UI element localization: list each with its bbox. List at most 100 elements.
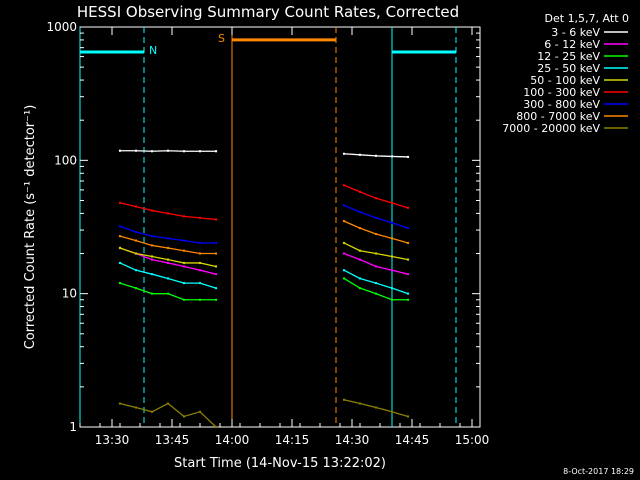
footer-date: 8-Oct-2017 18:29 — [563, 467, 634, 476]
legend-label-8: 7000 - 20000 keV — [502, 122, 600, 135]
series-8-line-0 — [119, 402, 217, 428]
series-3-point-3 — [166, 277, 170, 280]
series-6-point-1 — [134, 230, 138, 234]
series-7-point-8 — [358, 226, 362, 230]
series-5-point-0 — [118, 201, 122, 205]
series-6-point-2 — [150, 234, 154, 238]
series-6-point-9 — [374, 216, 378, 220]
series-2-point-7 — [342, 277, 346, 280]
series-3-point-0 — [118, 261, 122, 265]
chart-title: HESSI Observing Summary Count Rates, Cor… — [77, 3, 459, 21]
x-tick-label-3: 14:15 — [275, 433, 310, 447]
series-4-point-4 — [182, 261, 186, 265]
series-5-point-3 — [166, 212, 170, 215]
series-0-point-0 — [118, 149, 122, 152]
legend-header: Det 1,5,7, Att 0 — [545, 12, 629, 25]
series-1-point-11 — [406, 272, 410, 276]
series-4-point-5 — [198, 261, 202, 265]
series-4-point-8 — [358, 249, 362, 252]
series-8-point-3 — [166, 402, 170, 405]
series-1-point-3 — [166, 261, 170, 265]
flag-label-S: S — [218, 32, 225, 45]
axes-layer: 13:30 13:45 14:00 14:15 14:30 14:45 15:00 1 10 10… — [46, 20, 489, 447]
series-1-point-8 — [358, 258, 362, 261]
series-5-line-0 — [119, 202, 217, 221]
series-3-point-10 — [390, 286, 394, 290]
series-1-point-2 — [150, 258, 154, 261]
series-8-point-4 — [182, 415, 186, 418]
series-1-line-1 — [343, 252, 409, 275]
series-1-point-10 — [390, 268, 394, 272]
series-3-point-8 — [358, 277, 362, 280]
series-0-point-2 — [150, 150, 154, 153]
series-4-point-6 — [214, 265, 218, 268]
series-6-point-3 — [166, 237, 170, 240]
y-tick-label-2: 100 — [54, 153, 77, 167]
series-2-point-5 — [198, 298, 202, 301]
series-2-point-11 — [406, 298, 410, 301]
series-6 — [118, 204, 410, 245]
series-2-point-10 — [390, 298, 394, 301]
series-5-line-1 — [343, 184, 409, 209]
series-0-point-3 — [166, 149, 170, 152]
series-5-point-7 — [342, 184, 346, 187]
x-tick-label-2: 14:00 — [215, 433, 250, 447]
series-2-point-8 — [358, 286, 362, 290]
series-8-point-2 — [150, 410, 154, 414]
series-7-point-10 — [390, 237, 394, 240]
series-7-point-11 — [406, 241, 410, 245]
series-1-point-7 — [342, 252, 346, 255]
series-5-point-6 — [214, 218, 218, 221]
series-2-line-1 — [343, 277, 408, 301]
series-7-point-4 — [182, 249, 186, 252]
series-6-point-0 — [118, 225, 122, 228]
series-5-point-1 — [134, 205, 138, 208]
series-3-point-7 — [342, 268, 346, 272]
series-8-point-11 — [406, 415, 410, 418]
series-8-point-8 — [358, 402, 362, 405]
legend-label-2: 12 - 25 keV — [537, 50, 600, 63]
series-8 — [118, 398, 410, 429]
series-3-point-11 — [406, 292, 410, 295]
series-8-point-0 — [118, 402, 122, 405]
series-5-point-11 — [406, 206, 410, 210]
series-3-line-0 — [119, 262, 217, 289]
series-1-point-6 — [214, 272, 218, 276]
series-3-point-6 — [214, 286, 218, 290]
x-tick-label-0: 13:30 — [95, 433, 130, 447]
series-7-point-0 — [118, 234, 122, 238]
series-4-point-9 — [374, 252, 378, 255]
series-6-point-5 — [198, 241, 202, 245]
x-tick-label-5: 14:45 — [395, 433, 430, 447]
series-4-point-10 — [390, 255, 394, 258]
series-6-point-7 — [342, 204, 346, 207]
legend-label-1: 6 - 12 keV — [544, 38, 600, 51]
x-tick-label-1: 13:45 — [155, 433, 190, 447]
series-7-point-9 — [374, 232, 378, 236]
series-1-line-0 — [119, 247, 217, 275]
y-axis-label: Corrected Count Rate (s⁻¹ detector⁻¹) — [23, 105, 38, 350]
series-8-point-5 — [198, 410, 202, 414]
series-8-point-10 — [390, 410, 394, 414]
series-5-point-2 — [150, 209, 154, 212]
series-3-point-2 — [150, 272, 154, 276]
plot-area — [79, 26, 481, 428]
legend-label-7: 800 - 7000 keV — [516, 110, 600, 123]
series-2-point-6 — [214, 298, 218, 301]
series-0-point-7 — [342, 152, 346, 155]
series-7-point-7 — [342, 219, 346, 223]
series-0-point-5 — [198, 150, 202, 153]
series-7-point-1 — [134, 239, 138, 242]
series-0-point-4 — [182, 150, 186, 153]
legend-label-6: 300 - 800 keV — [523, 98, 600, 111]
series-4-point-11 — [406, 258, 410, 261]
series-4-point-1 — [134, 252, 138, 255]
series-5-point-4 — [182, 215, 186, 218]
x-axis-label: Start Time (14-Nov-15 13:22:02) — [174, 456, 386, 471]
series-layer — [118, 149, 410, 429]
legend-label-0: 3 - 6 keV — [551, 26, 600, 39]
markers-layer — [79, 27, 457, 427]
series-2-line-0 — [119, 282, 216, 301]
series-4-point-3 — [166, 258, 170, 261]
